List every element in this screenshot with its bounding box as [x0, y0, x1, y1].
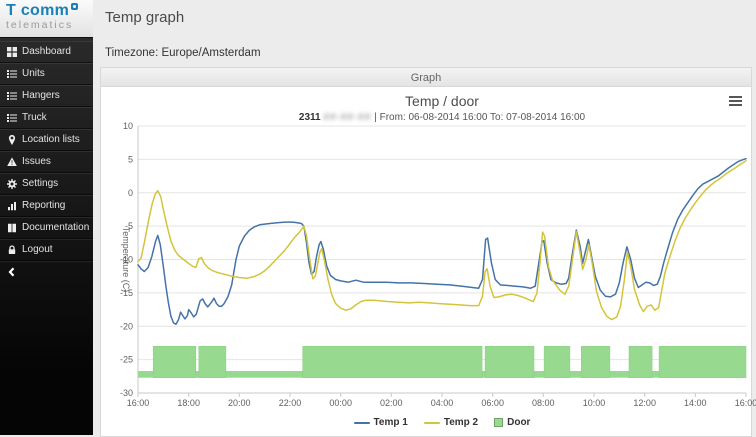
legend-item-door[interactable]: Door [494, 417, 530, 428]
sidebar-item-logout[interactable]: Logout [0, 239, 93, 261]
x-tick-label: 18:00 [177, 398, 200, 408]
graph-panel: Graph 10 5 0 -5 -10 -15 -20 -25 -30 16:00 18:00 20:… [100, 67, 756, 437]
unit-plate-redacted: ##-##-## [323, 112, 372, 123]
chart-legend: Temp 1 Temp 2 Door [138, 417, 746, 428]
panel-header: Graph [100, 67, 752, 87]
y-tick-label: -10 [120, 255, 133, 265]
x-tick-label: 02:00 [380, 398, 403, 408]
y-tick-label: -20 [120, 321, 133, 331]
sidebar-item-documentation[interactable]: Documentation [0, 217, 93, 239]
legend-swatch-icon [423, 421, 440, 424]
sidebar-item-location-lists[interactable]: Location lists [0, 129, 93, 151]
unit-id: 2311 [298, 112, 321, 123]
legend-item-temp-1[interactable]: Temp 1 [353, 417, 408, 428]
x-tick-label: 04:00 [431, 398, 454, 408]
y-tick-label: -5 [125, 221, 133, 231]
sidebar-item-label: Settings [22, 178, 59, 189]
chart-subtitle: 2311 ##-##-## | From: 06-08-2014 16:00 T… [138, 112, 746, 123]
sidebar-item-hangers[interactable]: Hangers [0, 85, 93, 107]
sidebar-item-label: Reporting [22, 200, 66, 211]
reporting-icon [7, 201, 22, 211]
chart-area: 10 5 0 -5 -10 -15 -20 -25 -30 16:00 18:00 20:00 22:0… [100, 87, 756, 437]
sidebar-item-reporting[interactable]: Reporting [0, 195, 93, 217]
sidebar-item-label: Units [22, 68, 45, 79]
sidebar-item-label: Issues [22, 156, 51, 167]
date-range: | From: 06-08-2014 16:00 To: 07-08-2014 … [374, 112, 586, 123]
sidebar-item-units[interactable]: Units [0, 63, 93, 85]
x-tick-label: 16:00 [127, 398, 150, 408]
x-tick-label: 06:00 [481, 398, 504, 408]
legend-label: Temp 1 [373, 417, 408, 428]
x-tick-label: 16:00 [735, 398, 756, 408]
x-tick-label: 20:00 [228, 398, 251, 408]
chart-title: Temp / door [405, 93, 479, 109]
door-bar [628, 346, 653, 378]
door-bar [543, 346, 571, 378]
brand-text: T comm [6, 2, 70, 19]
sidebar-item-label: Dashboard [22, 46, 71, 57]
door-bar [484, 346, 535, 378]
logo[interactable]: T comm telematics [0, 0, 93, 38]
sidebar-item-label: Logout [22, 244, 53, 255]
chevron-left-icon [7, 267, 22, 277]
legend-item-temp-2[interactable]: Temp 2 [423, 417, 479, 428]
door-bar [302, 346, 483, 378]
sidebar-item-settings[interactable]: Settings [0, 173, 93, 195]
timezone-label: Timezone: Europe/Amsterdam [105, 47, 261, 59]
page-title: Temp graph [105, 9, 185, 26]
sidebar-item-label: Truck [22, 112, 47, 123]
brand-badge-icon [71, 3, 79, 10]
sidebar-collapse-button[interactable] [0, 261, 93, 282]
x-tick-label: 08:00 [532, 398, 555, 408]
settings-icon [7, 179, 22, 189]
sidebar-item-label: Location lists [22, 134, 80, 145]
y-tick-label: -25 [120, 355, 133, 365]
sidebar-item-label: Hangers [22, 90, 60, 101]
sidebar-item-dashboard[interactable]: Dashboard [0, 41, 93, 63]
x-tick-label: 00:00 [329, 398, 352, 408]
logout-icon [7, 245, 22, 255]
legend-swatch-icon [353, 421, 370, 424]
x-tick-label: 12:00 [633, 398, 656, 408]
truck-icon [7, 113, 22, 123]
series-line-temp-2 [137, 159, 747, 321]
sidebar-item-issues[interactable]: Issues [0, 151, 93, 173]
issues-icon [7, 157, 22, 167]
door-bar [658, 346, 747, 378]
series-line-temp-1 [137, 157, 747, 325]
y-tick-label: 0 [128, 188, 133, 198]
door-bar [581, 346, 611, 378]
x-tick-label: 10:00 [583, 398, 606, 408]
main-content: Temp graph Timezone: Europe/Amsterdam Gr… [93, 0, 756, 437]
hangers-icon [7, 91, 22, 101]
y-tick-label: -15 [120, 288, 133, 298]
legend-label: Door [507, 417, 531, 428]
brand-subtext: telematics [6, 19, 74, 31]
x-tick-label: 14:00 [684, 398, 707, 408]
legend-swatch-icon [494, 418, 504, 427]
dashboard-icon [7, 47, 22, 57]
y-tick-label: -30 [120, 388, 133, 398]
y-axis-title: Temperature (C) [121, 227, 131, 293]
chart-context-menu-button[interactable] [729, 96, 742, 108]
units-icon [7, 69, 22, 79]
legend-label: Temp 2 [443, 417, 479, 428]
sidebar-item-label: Documentation [22, 222, 90, 233]
sidebar: T comm telematics Dashboard Units Hangers T… [0, 0, 93, 435]
door-bar [198, 346, 227, 378]
location-icon [7, 135, 22, 145]
documentation-icon [7, 223, 22, 233]
y-tick-label: 5 [128, 154, 133, 164]
y-tick-label: 10 [123, 121, 133, 131]
sidebar-item-truck[interactable]: Truck [0, 107, 93, 129]
x-tick-label: 22:00 [279, 398, 302, 408]
sidebar-menu: Dashboard Units Hangers Truck Location lists… [0, 41, 93, 261]
door-bar [152, 346, 197, 378]
